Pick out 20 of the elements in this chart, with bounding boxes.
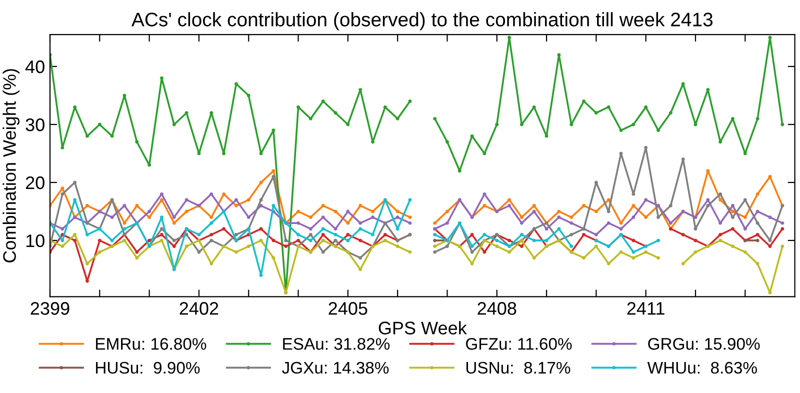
legend-label: USNu: 8.17%: [466, 362, 570, 374]
legend-label: GRGu: 15.90%: [648, 338, 760, 350]
legend-label: ESAu: 31.82%: [283, 338, 390, 350]
legend-label: JGXu: 14.38%: [282, 362, 389, 374]
y-axis-title: Combination Weight (%): [2, 69, 20, 262]
legend-label: WHUu: 8.63%: [647, 362, 757, 374]
legend-label: GFZu: 11.60%: [466, 338, 572, 350]
x-axis-title: GPS Week: [378, 321, 467, 334]
x-tick-label: 2405: [328, 302, 368, 315]
legend-label: EMRu: 16.80%: [96, 338, 206, 350]
x-tick-label: 2408: [478, 302, 516, 315]
y-tick-label: 10: [26, 234, 44, 248]
x-tick-label: 2399: [30, 302, 70, 315]
chart-title: ACs' clock contribution (observed) to the combination till week 2413: [131, 12, 713, 30]
legend-label: HUSu: 9.90%: [96, 362, 200, 374]
y-tick-label: 30: [26, 118, 44, 132]
y-tick-label: 40: [25, 60, 44, 74]
y-tick-label: 20: [26, 176, 44, 190]
x-tick-label: 2402: [180, 302, 218, 315]
x-tick-label: 2411: [627, 302, 664, 315]
